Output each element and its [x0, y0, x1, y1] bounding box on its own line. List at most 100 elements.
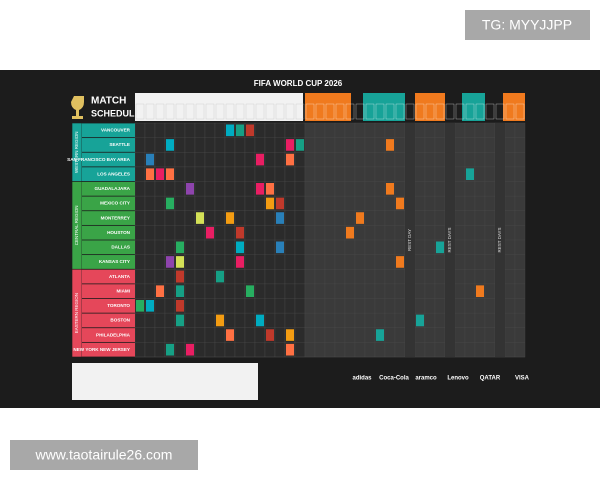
city-name: SAN FRANCISCO BAY AREA — [67, 157, 131, 162]
city-name: LOS ANGELES — [97, 171, 130, 176]
match-cell — [386, 139, 394, 151]
column-header-cell — [485, 103, 495, 120]
rest-day-label: REST DAY — [407, 229, 412, 251]
column-header-cell — [375, 103, 385, 120]
rest-day-column — [445, 123, 455, 357]
column-header-cell — [155, 103, 165, 120]
knockout-header — [462, 93, 485, 121]
match-cell — [176, 256, 184, 268]
column-header-cell — [445, 103, 455, 120]
match-cell — [266, 329, 274, 341]
sponsor-logo: adidas — [352, 376, 372, 382]
match-cell — [376, 329, 384, 341]
column-header-cell — [295, 103, 305, 120]
poster-title: FIFA WORLD CUP 2026 — [254, 79, 343, 88]
column-header-cell — [345, 103, 355, 120]
heading-line: SCHEDULE — [91, 108, 141, 118]
city-cell — [82, 298, 135, 313]
match-cell — [136, 300, 144, 312]
column-header-cell — [335, 103, 345, 120]
city-cell — [82, 313, 135, 328]
match-cell — [256, 153, 264, 166]
column-header-cell — [435, 103, 445, 120]
column-header-cell — [325, 103, 335, 120]
match-cell — [396, 256, 404, 268]
column-header-cell — [145, 103, 155, 120]
column-header-cell — [365, 103, 375, 120]
match-cell — [236, 241, 244, 254]
match-cell — [416, 314, 424, 327]
city-name: NEW YORK NEW JERSEY — [73, 347, 130, 352]
watermark-text: TG: MYYJJPP — [482, 17, 572, 33]
match-cell — [226, 212, 234, 224]
match-cell — [206, 226, 214, 239]
region-label: EASTERN REGION — [74, 293, 79, 333]
city-name: TORONTO — [107, 303, 130, 308]
column-header-cell — [405, 103, 415, 120]
watermark-text: www.taotairule26.com — [35, 447, 173, 463]
city-cell — [82, 269, 135, 284]
city-name: SEATTLE — [109, 142, 130, 147]
sponsor-logo: VISA — [515, 376, 530, 382]
region-label: CENTRAL REGION — [74, 205, 79, 245]
match-cell — [476, 285, 484, 297]
trophy-icon — [71, 96, 84, 119]
match-cell — [176, 241, 184, 254]
group-stage-header — [135, 93, 303, 121]
city-cell — [82, 211, 135, 225]
rest-day-column — [495, 123, 505, 357]
match-cell — [226, 124, 234, 137]
match-cell — [196, 212, 204, 224]
city-name: ATLANTA — [109, 274, 131, 279]
watermark-box — [10, 440, 198, 470]
match-cell — [156, 168, 164, 180]
knockout-header — [305, 93, 351, 121]
rest-day-column — [405, 123, 415, 357]
city-cell — [82, 123, 135, 138]
rest-day-label: REST DAYS — [497, 227, 502, 252]
match-cell — [236, 256, 244, 268]
column-header-cell — [315, 103, 325, 120]
column-header-cell — [425, 103, 435, 120]
column-header-cell — [465, 103, 475, 120]
match-cell — [166, 343, 174, 356]
column-header-cell — [225, 103, 235, 120]
match-cell — [166, 197, 174, 210]
match-cell — [236, 124, 244, 137]
city-cell — [82, 138, 135, 152]
column-header-cell — [395, 103, 405, 120]
match-cell — [166, 139, 174, 151]
knockout-header — [415, 93, 445, 121]
city-name: BOSTON — [110, 318, 130, 323]
column-header-cell — [185, 103, 195, 120]
match-cell — [216, 270, 224, 283]
sponsor-logo: Lenovo — [447, 376, 469, 382]
column-header-cell — [515, 103, 525, 120]
match-cell — [396, 197, 404, 210]
region-strip — [71, 268, 83, 358]
match-cell — [386, 183, 394, 195]
column-header-cell — [165, 103, 175, 120]
column-header-cell — [305, 103, 315, 120]
sponsor-logo: QATAR — [480, 376, 501, 382]
city-cell — [82, 255, 135, 269]
city-cell — [82, 328, 135, 342]
match-cell — [276, 197, 284, 210]
match-cell — [236, 226, 244, 239]
column-header-cell — [475, 103, 485, 120]
column-header-cell — [195, 103, 205, 120]
match-cell — [176, 300, 184, 312]
match-cell — [356, 212, 364, 224]
match-cell — [176, 270, 184, 283]
city-name: HOUSTON — [107, 230, 131, 235]
city-name: KANSAS CITY — [99, 259, 130, 264]
column-header-cell — [505, 103, 515, 120]
match-cell — [286, 139, 294, 151]
column-header-cell — [205, 103, 215, 120]
sponsor-logo: Coca-Cola — [379, 376, 409, 382]
match-cell — [286, 329, 294, 341]
match-cell — [286, 153, 294, 166]
match-cell — [176, 285, 184, 297]
column-header-cell — [245, 103, 255, 120]
match-cell — [286, 343, 294, 356]
